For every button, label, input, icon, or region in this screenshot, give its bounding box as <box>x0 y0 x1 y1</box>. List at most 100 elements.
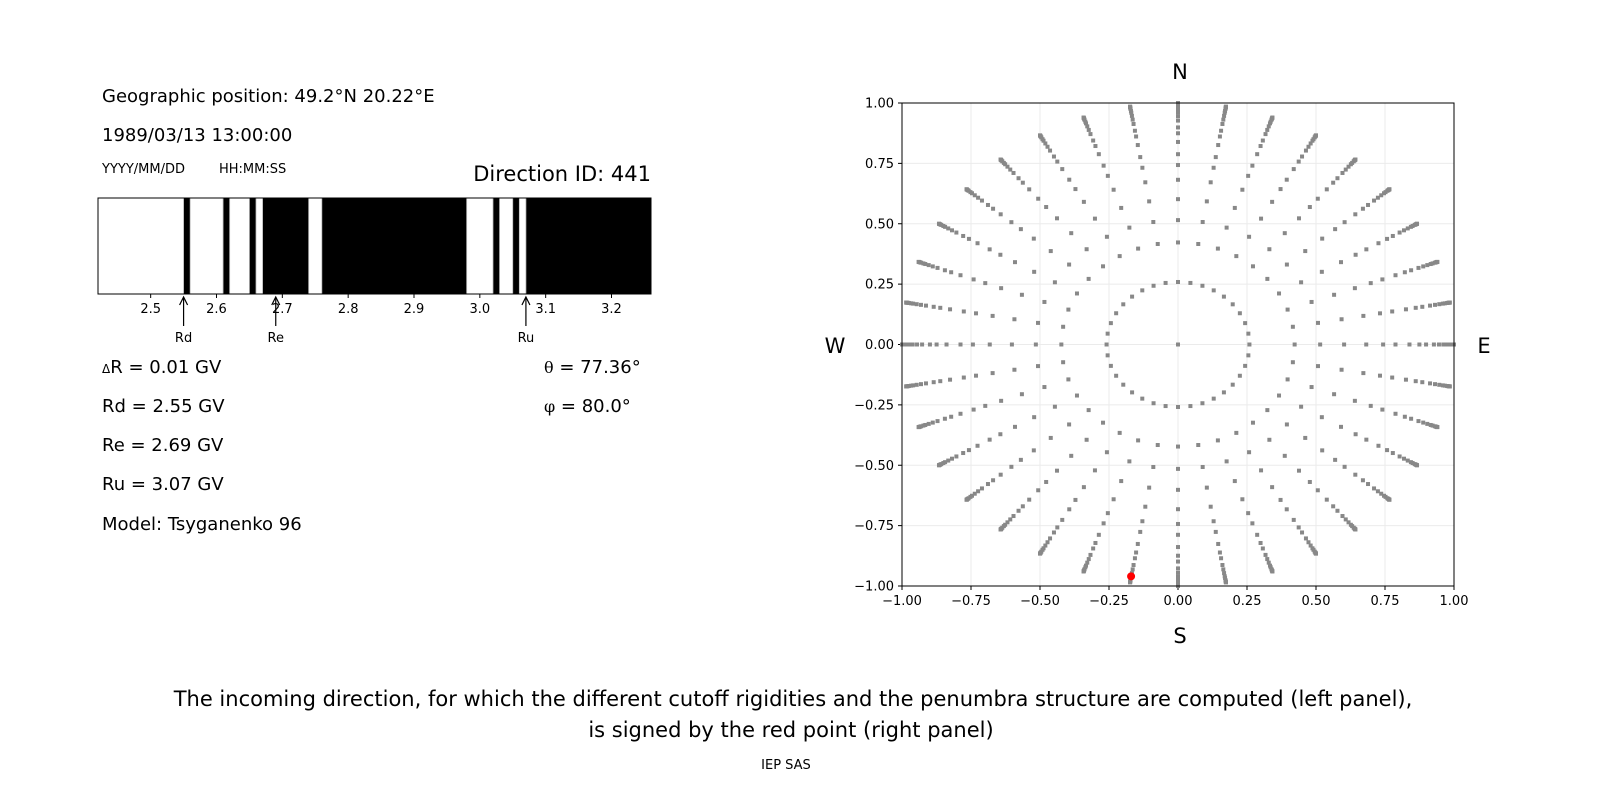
direction-point <box>931 304 936 309</box>
direction-point <box>1130 567 1135 572</box>
direction-point <box>1292 342 1297 347</box>
direction-point <box>1188 280 1193 285</box>
x-tick-label: −0.75 <box>951 594 991 609</box>
compass-south: S <box>1173 624 1186 648</box>
direction-point <box>930 264 935 269</box>
delta-r-value: R = 0.01 GV <box>110 357 222 378</box>
direction-point <box>1343 517 1348 522</box>
direction-point <box>1211 519 1216 524</box>
direction-point <box>1213 529 1218 534</box>
direction-point <box>1093 144 1098 149</box>
direction-point <box>1224 459 1229 464</box>
direction-point <box>1447 384 1452 389</box>
rd-value: Rd = 2.55 GV <box>102 396 225 417</box>
y-tick-label: 0.75 <box>865 157 894 172</box>
direction-point <box>1246 511 1251 516</box>
direction-point <box>1067 422 1072 427</box>
direction-point <box>1270 485 1275 490</box>
x-tick-label: 0.50 <box>1302 594 1331 609</box>
direction-point <box>1042 299 1047 304</box>
direction-point <box>1376 443 1381 448</box>
direction-point <box>1128 580 1133 585</box>
delta-symbol: Δ <box>102 362 111 376</box>
direction-point <box>1059 342 1064 347</box>
direction-point <box>964 187 969 192</box>
forbidden-band <box>249 197 257 295</box>
direction-point <box>1380 407 1385 412</box>
direction-point <box>1088 552 1093 557</box>
direction-point <box>1091 138 1096 143</box>
direction-point <box>1366 202 1371 207</box>
direction-point <box>1402 456 1407 461</box>
direction-point <box>1299 280 1304 285</box>
direction-point <box>1104 234 1109 239</box>
direction-point <box>1234 254 1239 259</box>
direction-point <box>1219 556 1224 561</box>
direction-point <box>990 313 995 318</box>
direction-point <box>1176 487 1180 492</box>
direction-point <box>936 221 941 226</box>
direction-point <box>1296 468 1301 473</box>
direction-point <box>938 305 943 310</box>
direction-point <box>1339 367 1344 372</box>
direction-point <box>1134 134 1139 139</box>
direction-point <box>1307 479 1312 484</box>
direction-point <box>1431 342 1436 347</box>
direction-point <box>1204 199 1209 204</box>
direction-point <box>1081 485 1086 490</box>
direction-point <box>1051 530 1056 535</box>
direction-point <box>1008 167 1013 172</box>
direction-point <box>1036 364 1041 369</box>
direction-point <box>1127 225 1132 230</box>
direction-point <box>1088 132 1093 137</box>
x-tick-label: 0.00 <box>1164 594 1193 609</box>
direction-point <box>1204 485 1209 490</box>
direction-point <box>1368 281 1373 286</box>
direction-point <box>1091 546 1096 551</box>
direction-point <box>1213 155 1218 160</box>
direction-point <box>1364 437 1369 442</box>
direction-point <box>1086 276 1091 281</box>
direction-point <box>974 311 979 316</box>
direction-point <box>1277 291 1282 296</box>
marker-arrow-head <box>521 295 531 306</box>
direction-point <box>1296 525 1301 530</box>
direction-point <box>1127 459 1132 464</box>
direction-point <box>1061 360 1066 365</box>
direction-point <box>1303 249 1308 254</box>
direction-point <box>931 380 936 385</box>
direction-point <box>1200 401 1205 406</box>
direction-point <box>1176 240 1180 245</box>
direction-point <box>1284 422 1289 427</box>
direction-point <box>1084 437 1089 442</box>
direction-point <box>1105 353 1110 358</box>
direction-point <box>1250 521 1255 526</box>
direction-point <box>1319 269 1324 274</box>
direction-point <box>1437 302 1442 307</box>
direction-point <box>1032 415 1037 420</box>
direction-point <box>921 261 926 266</box>
direction-point <box>1211 165 1216 170</box>
direction-point <box>935 265 940 270</box>
direction-point <box>1085 560 1090 565</box>
direction-point <box>976 489 981 494</box>
direction-point <box>1052 404 1057 409</box>
direction-point <box>1266 124 1271 129</box>
direction-point <box>1315 364 1320 369</box>
direction-point <box>1176 466 1180 471</box>
direction-point <box>983 403 988 408</box>
direction-point <box>936 463 941 468</box>
direction-point <box>1012 367 1017 372</box>
direction-point <box>1147 485 1152 490</box>
direction-point <box>1282 231 1287 236</box>
selected-direction-point <box>1127 572 1136 581</box>
direction-point <box>1221 117 1226 122</box>
direction-point <box>1032 269 1037 274</box>
direction-point <box>1285 307 1290 312</box>
direction-point <box>1324 497 1329 502</box>
direction-point <box>1140 519 1145 524</box>
direction-point <box>1430 261 1435 266</box>
compass-north: N <box>1172 60 1188 84</box>
direction-point <box>1140 288 1145 293</box>
direction-point <box>1413 305 1418 310</box>
